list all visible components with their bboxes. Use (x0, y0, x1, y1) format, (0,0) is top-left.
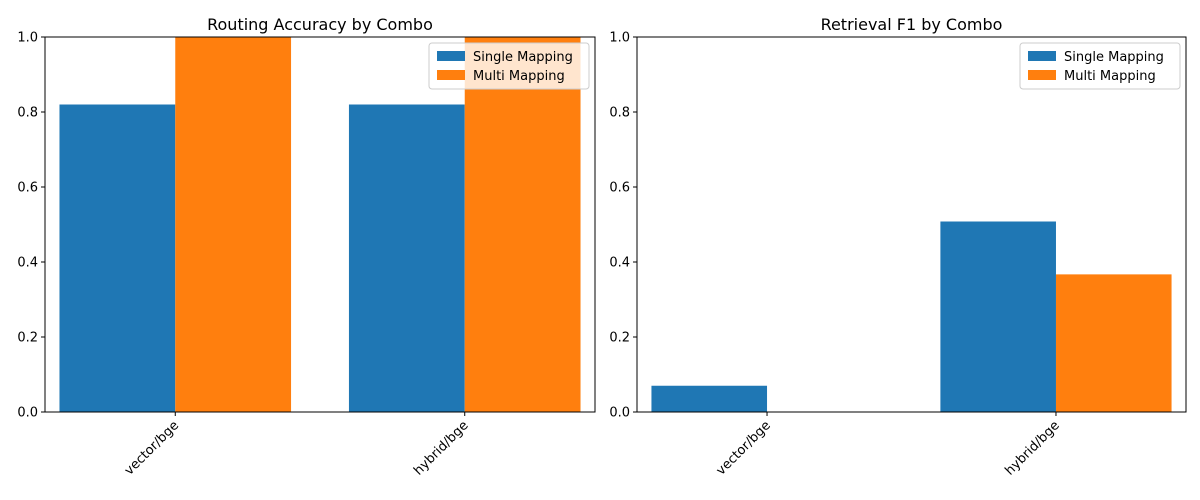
y-axis-ticks: 0.0 0.2 0.4 0.6 0.8 1.0 (17, 31, 45, 421)
chart-retrieval-f1: Retrieval F1 by Combo 0.0 0.2 0.4 0.6 0.8 1.0… (609, 15, 1187, 479)
y-tick-label: 0.0 (609, 406, 630, 421)
bar-single-mapping-vector-bge (59, 104, 176, 412)
bar-single-mapping-vector-bge (651, 385, 768, 412)
y-tick-label: 0.6 (17, 181, 38, 196)
legend-swatch (437, 70, 465, 80)
chart-title: Retrieval F1 by Combo (821, 15, 1003, 34)
y-axis-ticks: 0.0 0.2 0.4 0.6 0.8 1.0 (609, 31, 637, 421)
x-axis-ticks: vector/bge hybrid/bge (122, 412, 472, 479)
axes-spines (636, 36, 1187, 413)
legend-swatch (1028, 51, 1056, 61)
legend-label: Multi Mapping (1064, 69, 1156, 84)
bar-multi-mapping-hybrid-bge (1055, 274, 1172, 412)
legend: Single Mapping Multi Mapping (428, 42, 590, 90)
y-tick-label: 0.6 (609, 181, 630, 196)
bar-group (59, 37, 581, 412)
axes-spines (44, 36, 596, 413)
legend-box (1019, 42, 1181, 90)
y-tick-label: 0.8 (17, 106, 38, 121)
x-tick-label: vector/bge (122, 418, 182, 478)
y-tick-label: 0.2 (609, 331, 630, 346)
legend-swatch (437, 51, 465, 61)
legend-swatch (1028, 70, 1056, 80)
chart-title: Routing Accuracy by Combo (207, 15, 433, 34)
x-tick-label: vector/bge (714, 418, 774, 478)
axes-frame (44, 36, 596, 413)
y-tick-label: 0.0 (17, 406, 38, 421)
bar-single-mapping-hybrid-bge (348, 104, 465, 412)
bar-multi-mapping-hybrid-bge (464, 37, 581, 412)
y-tick-label: 0.4 (609, 256, 630, 271)
bar-single-mapping-hybrid-bge (940, 221, 1056, 412)
legend-box (428, 42, 590, 90)
bar-multi-mapping-vector-bge (175, 37, 292, 412)
legend-label: Single Mapping (1064, 50, 1164, 65)
y-tick-label: 0.4 (17, 256, 38, 271)
bar-group (651, 221, 1172, 412)
x-tick-label: hybrid/bge (1002, 418, 1062, 478)
x-axis-ticks: vector/bge hybrid/bge (714, 412, 1063, 479)
y-tick-label: 0.2 (17, 331, 38, 346)
y-tick-label: 1.0 (17, 31, 38, 46)
chart-routing-accuracy: Routing Accuracy by Combo 0.00.20.40.60.… (17, 15, 596, 479)
legend-label: Single Mapping (473, 50, 573, 65)
y-tick-label: 1.0 (609, 31, 630, 46)
legend-label: Multi Mapping (473, 69, 565, 84)
y-tick-label: 0.8 (609, 106, 630, 121)
legend: Single Mapping Multi Mapping (1019, 42, 1181, 90)
x-tick-label: hybrid/bge (411, 418, 471, 478)
axes-frame (636, 36, 1187, 413)
